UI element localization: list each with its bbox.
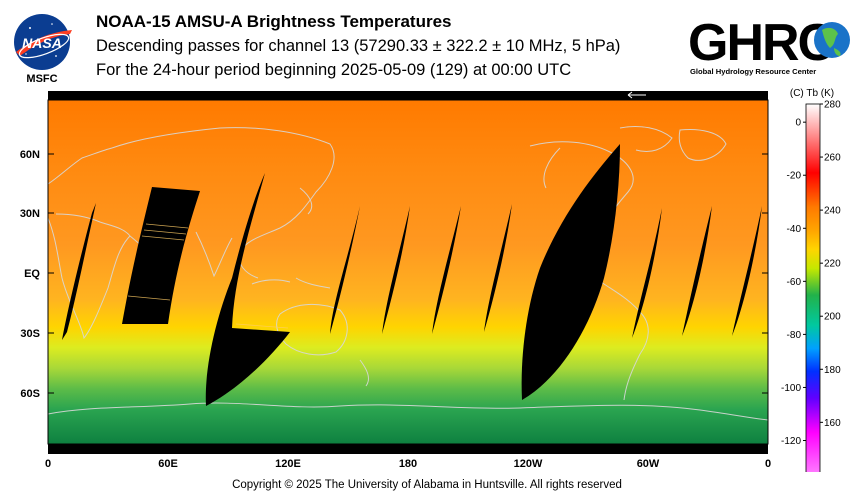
period-line: For the 24-hour period beginning 2025-05… <box>96 61 572 79</box>
map-frame <box>47 99 769 445</box>
lon-tick-label: 0 <box>45 458 51 470</box>
lon-tick-label: 0 <box>765 458 771 470</box>
lon-tick-label: 60W <box>637 458 660 470</box>
msfc-label: MSFC <box>26 73 57 85</box>
lon-tick-label: 120W <box>514 458 543 470</box>
lat-tick-label: 30S <box>20 328 40 340</box>
lat-tick-label: EQ <box>24 268 40 280</box>
colorbar-celsius-tick: -40 <box>787 224 802 235</box>
colorbar-kelvin-tick: 180 <box>824 365 841 376</box>
colorbar-kelvin-tick: 260 <box>824 153 841 164</box>
lat-tick-label: 60N <box>20 149 40 161</box>
colorbar-header: (C) Tb (K) <box>790 88 834 99</box>
nasa-logo: NASA MSFC <box>14 14 72 85</box>
arrow-icon <box>627 91 646 99</box>
lon-tick-label: 120E <box>275 458 301 470</box>
lat-tick-label: 60S <box>20 388 40 400</box>
colorbar-celsius-tick: -120 <box>781 436 801 447</box>
map-top-bar <box>48 91 768 100</box>
colorbar-celsius-tick: -20 <box>787 171 802 182</box>
copyright-footer: Copyright © 2025 The University of Alaba… <box>232 479 622 491</box>
ghrc-logo-text: GHRC <box>688 14 835 72</box>
brightness-temperature-map: 60N 30N EQ 30S 60S 0 60E 120E 180 120W 6… <box>20 88 841 472</box>
lat-tick-label: 30N <box>20 208 40 220</box>
colorbar-kelvin-tick: 200 <box>824 312 841 323</box>
colorbar-kelvin-tick: 160 <box>824 418 841 429</box>
ghrc-caption: Global Hydrology Resource Center <box>690 67 816 76</box>
ghrc-logo: GHRC Global Hydrology Resource Center <box>688 14 850 76</box>
colorbar-celsius-tick: 0 <box>795 118 801 129</box>
map-bottom-bar <box>48 444 768 454</box>
colorbar-celsius-tick: -60 <box>787 277 802 288</box>
chart-title: NOAA-15 AMSU-A Brightness Temperatures <box>96 12 452 31</box>
colorbar-kelvin-tick: 140 <box>824 471 841 472</box>
colorbar-kelvin-tick: 280 <box>824 100 841 111</box>
nasa-logo-text: NASA <box>22 35 62 51</box>
swath-gaps <box>62 144 762 406</box>
chart-subtitle: Descending passes for channel 13 (57290.… <box>96 37 621 55</box>
lon-tick-label: 60E <box>158 458 178 470</box>
colorbar <box>805 103 821 472</box>
colorbar-kelvin-tick: 240 <box>824 206 841 217</box>
colorbar-celsius-tick: -100 <box>781 383 801 394</box>
colorbar-kelvin-tick: 220 <box>824 259 841 270</box>
lon-tick-label: 180 <box>399 458 417 470</box>
colorbar-celsius-tick: -80 <box>787 330 802 341</box>
